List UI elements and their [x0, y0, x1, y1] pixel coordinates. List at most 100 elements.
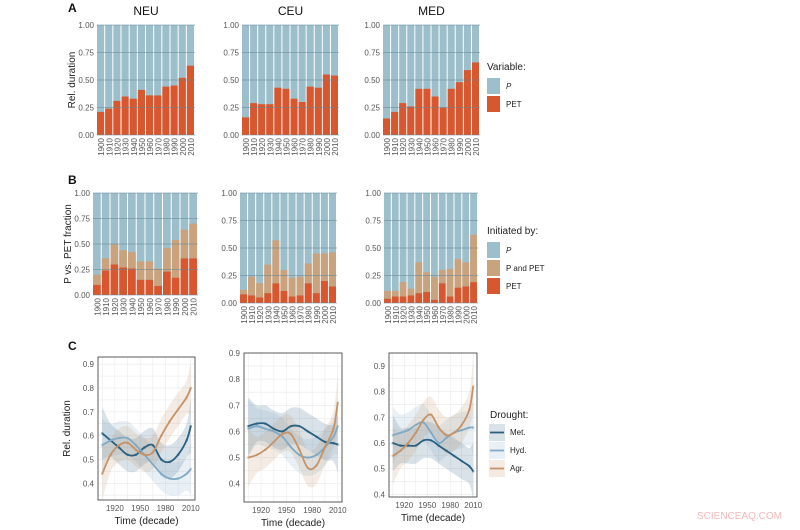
x-tick-label: 1990: [454, 305, 463, 323]
data-point: [246, 427, 250, 431]
bar-PET: [290, 98, 298, 135]
x-axis-label: Time (decade): [261, 518, 325, 529]
bar-P_and_PET: [446, 268, 454, 297]
x-tick-label: 1950: [137, 297, 146, 315]
bar-PET: [272, 283, 280, 303]
bar-PET: [391, 111, 399, 135]
x-tick-label: 1950: [278, 506, 296, 515]
y-tick-label: 0.4: [83, 479, 95, 488]
data-point: [437, 426, 441, 429]
bar-P_and_PET: [399, 282, 407, 297]
bar-PET: [296, 295, 304, 303]
bar-PET: [447, 88, 455, 135]
x-tick-label: 1910: [392, 305, 401, 323]
y-tick-label: 0.4: [374, 490, 386, 499]
facet-C-MED: 0.4 0.5 0.6 0.7 0.8 0.9 1920 1950 1980 2010 Time (…: [374, 352, 483, 524]
x-tick-label: 2000: [179, 137, 188, 155]
bar-P_and_PET: [256, 283, 264, 298]
y-tick-label: 1.00: [74, 189, 90, 198]
legend-label: P: [506, 246, 512, 255]
bar-PET: [136, 279, 145, 295]
legend-label: PET: [506, 282, 522, 291]
x-tick-label: 1980: [447, 305, 456, 323]
data-point: [406, 428, 410, 432]
y-tick-label: 0.50: [365, 244, 381, 253]
bar-PET: [399, 103, 407, 135]
data-point: [306, 430, 310, 433]
confidence-band-Hyd: [392, 399, 474, 464]
facet-B-MED: 1900191019201930194019501960197019801990…: [365, 189, 479, 324]
y-tick-label: 0.75: [364, 49, 380, 58]
legend-swatch: [487, 260, 500, 276]
bar-P_and_PET: [101, 258, 110, 271]
y-tick-label: 0.50: [221, 244, 237, 253]
data-point: [143, 446, 146, 449]
bar-P_and_PET: [136, 261, 145, 280]
y-tick-label: 0.6: [83, 432, 95, 441]
data-point: [264, 448, 267, 452]
watermark: SCIENCEAQ.COM: [696, 511, 782, 522]
data-point: [437, 444, 441, 447]
x-tick-label: 1960: [431, 305, 440, 323]
data-point: [264, 427, 267, 431]
data-point: [189, 386, 193, 390]
bar-PET: [101, 270, 110, 295]
bar-PET: [407, 106, 415, 135]
data-point: [468, 464, 471, 468]
bar-PET: [110, 264, 119, 295]
x-tick-label: 1960: [432, 137, 441, 155]
data-point: [134, 448, 138, 452]
bar-PET: [288, 296, 296, 303]
x-tick-label: 1900: [383, 137, 392, 155]
y-tick-label: 0.7: [229, 401, 241, 410]
x-tick-label: 2000: [464, 137, 473, 155]
x-tick-label: 1970: [440, 137, 449, 155]
x-tick-label: 1930: [407, 305, 416, 323]
bar-PET: [306, 86, 314, 135]
x-tick-label: 1930: [120, 297, 129, 315]
y-tick-label: 0.25: [364, 104, 380, 113]
legend-swatch: [487, 242, 500, 258]
x-tick-label: 1930: [264, 305, 273, 323]
x-tick-label: 1900: [242, 137, 251, 155]
y-tick-label: 0.75: [365, 217, 381, 226]
data-point: [406, 441, 410, 445]
x-tick-label: 1970: [299, 137, 308, 155]
facet-C-CEU: 0.4 0.5 0.6 0.7 0.8 0.9 1920 1950 1980 2010 Time (…: [229, 349, 347, 529]
data-point: [445, 433, 448, 437]
y-tick-label: 1.00: [221, 189, 237, 198]
x-tick-label: 1920: [106, 504, 124, 513]
bar-P_and_PET: [264, 264, 272, 294]
data-point: [336, 401, 340, 404]
bar-PET: [170, 85, 178, 135]
bar-PET: [314, 87, 322, 135]
x-tick-label: 1950: [423, 305, 432, 323]
x-tick-label: 1940: [415, 137, 424, 155]
x-axis-label: Time (decade): [114, 516, 178, 527]
x-tick-label: 1970: [154, 137, 163, 155]
data-point: [151, 451, 155, 454]
x-tick-label: 1940: [128, 297, 137, 315]
y-tick-label: 0.75: [223, 49, 239, 58]
data-point: [264, 422, 267, 425]
y-tick-label: 0.9: [374, 362, 386, 371]
plot-border: [97, 356, 196, 501]
facet-title: MED: [418, 4, 445, 18]
data-point: [323, 440, 327, 444]
legend-A: Variable: P PET: [487, 62, 526, 112]
bar-PET: [250, 103, 258, 135]
bar-PET: [463, 70, 471, 135]
bar-P_and_PET: [272, 240, 280, 284]
x-tick-label: 2000: [323, 137, 332, 155]
data-point: [452, 431, 456, 435]
x-tick-label: 1920: [395, 501, 413, 510]
bar-P_and_PET: [163, 248, 171, 272]
data-point: [176, 477, 180, 480]
legend-label: PET: [506, 100, 522, 109]
bar-P_and_PET: [145, 261, 154, 280]
data-point: [117, 436, 121, 440]
y-tick-label: 1.00: [78, 21, 94, 30]
data-point: [323, 445, 327, 449]
